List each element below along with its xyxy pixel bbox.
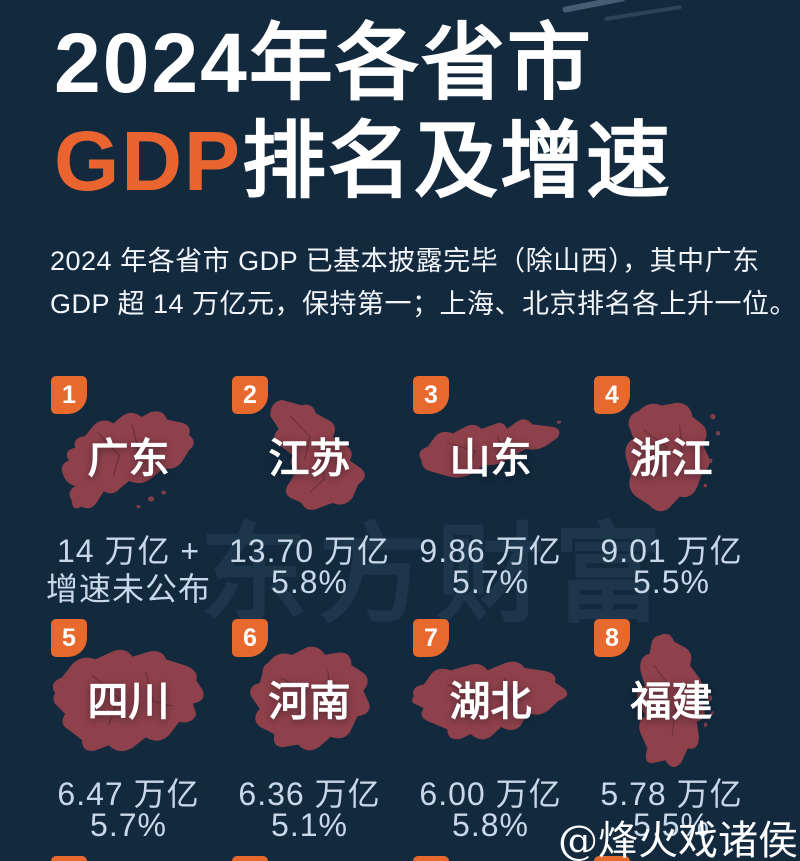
province-card-2: 2 江苏 13.70 万亿 5.8% (219, 370, 400, 613)
gdp-value: 5.78 万亿 (600, 776, 743, 812)
growth-value: 5.8% (452, 807, 529, 843)
province-map-shape (418, 419, 561, 478)
province-map: 广东 (38, 384, 219, 532)
growth-value: 5.5% (633, 807, 710, 843)
province-card-1: 1 广东 14 万亿 + 增速未公布 (38, 370, 219, 613)
credit-watermark: @烽火戏诸侯 (558, 818, 798, 861)
gdp-value: 9.01 万亿 (600, 533, 743, 569)
province-map: 福建 (581, 627, 762, 775)
growth-value: 5.1% (271, 807, 348, 843)
gdp-value: 14 万亿 + (56, 533, 201, 569)
title-gdp: GDP (54, 114, 243, 208)
province-map: 河南 (219, 627, 400, 775)
province-map-shape (52, 649, 204, 752)
page-title: 2024年各省市 GDP排名及增速 (54, 14, 672, 210)
title-line2-rest: 排名及增速 (242, 114, 673, 208)
province-card-partial (219, 856, 400, 861)
province-map-shape (61, 411, 194, 509)
province-name: 福建 (630, 678, 713, 725)
rank-badge-partial (51, 856, 87, 861)
province-name: 浙江 (630, 435, 713, 482)
province-card-partial (38, 856, 219, 861)
province-map-shape (624, 402, 720, 512)
province-name: 河南 (268, 678, 351, 725)
province-name: 四川 (87, 678, 170, 725)
rank-number: 6 (243, 623, 257, 652)
rank-badge-partial (594, 856, 630, 861)
title-line1: 2024年各省市 (54, 16, 593, 110)
growth-value: 5.7% (90, 807, 167, 843)
rank-badge-partial (413, 856, 449, 861)
province-card-4: 4 浙江 9.01 万亿 5.5% (581, 370, 762, 613)
province-grid: 1 广东 14 万亿 + 增速未公布 2 江苏 13.70 万亿 5.8% 3 (38, 370, 762, 861)
rank-number: 3 (424, 380, 438, 409)
gdp-value: 13.70 万亿 (229, 533, 390, 569)
province-card-3: 3 山东 9.86 万亿 5.7% (400, 370, 581, 613)
province-name: 广东 (87, 435, 170, 482)
top-light-streak (562, 0, 626, 14)
gdp-value: 6.36 万亿 (238, 776, 381, 812)
province-card-6: 6 河南 6.36 万亿 5.1% (219, 613, 400, 856)
province-map: 湖北 (400, 627, 581, 775)
province-card-partial (581, 856, 762, 861)
rank-badge-partial (232, 856, 268, 861)
rank-badge: 5 (51, 619, 87, 657)
province-map: 四川 (38, 627, 219, 775)
province-card-5: 5 四川 6.47 万亿 5.7% (38, 613, 219, 856)
gdp-value: 6.47 万亿 (57, 776, 200, 812)
province-map-shape (249, 646, 370, 751)
subtitle-line1: 2024 年各省市 GDP 已基本披露完毕（除山西），其中广东 (50, 246, 760, 276)
gdp-value: 6.00 万亿 (419, 776, 562, 812)
province-name: 山东 (449, 435, 532, 482)
province-card-7: 7 湖北 6.00 万亿 5.8% (400, 613, 581, 856)
growth-value: 5.5% (633, 564, 710, 600)
rank-badge: 7 (413, 619, 449, 657)
rank-number: 4 (605, 380, 619, 409)
rank-badge: 6 (232, 619, 268, 657)
growth-value: 增速未公布 (45, 571, 211, 607)
rank-number: 2 (243, 380, 257, 409)
province-card-8: 8 福建 5.78 万亿 5.5% (581, 613, 762, 856)
province-map-shape (269, 399, 365, 510)
rank-number: 5 (62, 623, 76, 652)
province-name: 湖北 (449, 678, 532, 725)
province-map: 山东 (400, 384, 581, 532)
province-map: 江苏 (219, 384, 400, 532)
rank-number: 1 (62, 380, 76, 409)
province-map: 浙江 (581, 384, 762, 532)
gdp-value: 9.86 万亿 (419, 533, 562, 569)
province-map-shape (411, 661, 567, 740)
rank-badge: 4 (594, 376, 630, 414)
growth-value: 5.7% (452, 564, 529, 600)
rank-badge: 8 (594, 619, 630, 657)
subtitle-line2: GDP 超 14 万亿元，保持第一；上海、北京排名各上升一位。 (50, 289, 798, 319)
rank-badge: 2 (232, 376, 268, 414)
rank-number: 8 (605, 623, 619, 652)
rank-badge: 3 (413, 376, 449, 414)
rank-badge: 1 (51, 376, 87, 414)
growth-value: 5.8% (271, 564, 348, 600)
province-map-shape (636, 633, 714, 767)
province-card-partial (400, 856, 581, 861)
subtitle: 2024 年各省市 GDP 已基本披露完毕（除山西），其中广东 GDP 超 14 … (50, 240, 797, 326)
rank-number: 7 (424, 623, 438, 652)
province-name: 江苏 (268, 435, 351, 482)
